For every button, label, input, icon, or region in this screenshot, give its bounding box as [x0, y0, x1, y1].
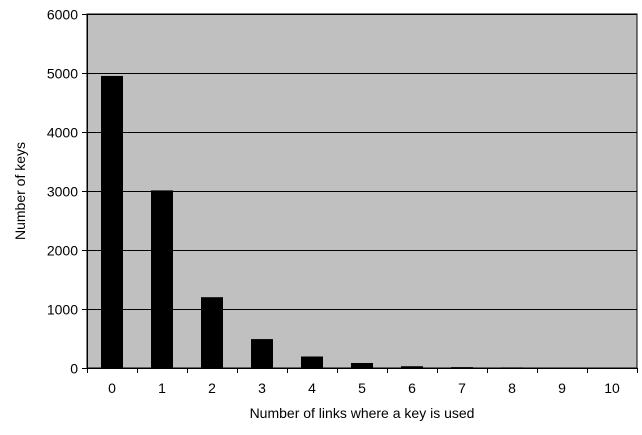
x-tick-label: 0 — [108, 380, 116, 396]
y-tick-label: 5000 — [47, 66, 78, 82]
bar — [101, 76, 123, 368]
x-tick-label: 1 — [158, 380, 166, 396]
x-tick-label: 6 — [408, 380, 416, 396]
y-tick-label: 4000 — [47, 125, 78, 141]
bar — [251, 339, 273, 368]
bar — [501, 367, 523, 368]
bar — [201, 297, 223, 368]
x-tick-label: 9 — [558, 380, 566, 396]
bar — [151, 190, 173, 368]
x-tick-label: 10 — [604, 380, 620, 396]
x-tick-label: 7 — [458, 380, 466, 396]
x-axis-ticks: 0 1 2 3 4 5 6 7 8 9 10 — [88, 368, 638, 396]
y-tick-label: 6000 — [47, 7, 78, 23]
x-tick-label: 3 — [258, 380, 266, 396]
y-axis-ticks: 0 1000 2000 3000 4000 5000 6000 — [47, 7, 87, 377]
x-tick-label: 5 — [358, 380, 366, 396]
y-axis-label: Number of keys — [12, 142, 28, 240]
bar — [301, 356, 323, 368]
x-tick-label: 2 — [208, 380, 216, 396]
bar — [351, 363, 373, 368]
y-tick-label: 1000 — [47, 302, 78, 318]
bar — [401, 366, 423, 368]
bar — [451, 367, 473, 368]
x-tick-label: 8 — [508, 380, 516, 396]
x-tick-label: 4 — [308, 380, 316, 396]
y-tick-label: 3000 — [47, 184, 78, 200]
x-axis-label: Number of links where a key is used — [250, 405, 475, 421]
y-tick-label: 2000 — [47, 243, 78, 259]
y-tick-label: 0 — [70, 361, 78, 377]
